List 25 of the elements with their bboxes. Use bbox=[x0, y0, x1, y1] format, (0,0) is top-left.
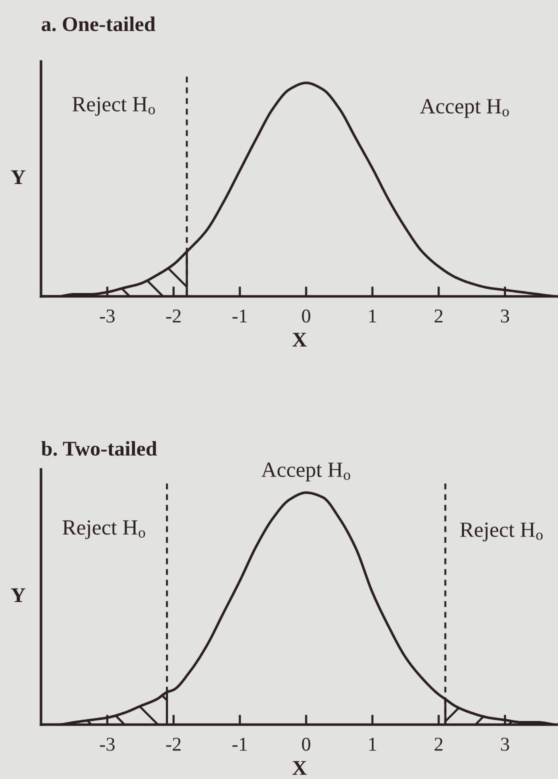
x-tick-label: -3 bbox=[100, 310, 115, 323]
x-tick-label: -3 bbox=[100, 738, 115, 751]
x-tick-label: 0 bbox=[302, 738, 310, 751]
x-tick-label: 0 bbox=[302, 309, 310, 323]
annotation: Reject H$_{o}$ bbox=[62, 520, 146, 540]
x-tick-label: 2 bbox=[434, 310, 442, 322]
x-tick-label: -2 bbox=[166, 310, 181, 322]
x-tick-label: 1 bbox=[369, 310, 376, 322]
x-tick-label: 1 bbox=[369, 738, 376, 751]
y-axis-title: Y bbox=[11, 170, 26, 184]
x-tick-label: -1 bbox=[232, 310, 247, 322]
x-tick-label: -1 bbox=[232, 738, 247, 751]
x-axis-title: X bbox=[292, 761, 307, 775]
x-tick-label: 3 bbox=[501, 310, 510, 323]
x-axis-title: X bbox=[292, 332, 307, 347]
annotation: Accept H$_{o}$ bbox=[420, 99, 509, 118]
annotation: Reject H$_{o}$ bbox=[460, 522, 543, 542]
y-axis-title: Y bbox=[11, 588, 26, 602]
x-tick-label: 2 bbox=[434, 738, 442, 751]
text: Accept H$_{o}$ bbox=[261, 462, 350, 482]
x-tick-label: 3 bbox=[501, 738, 510, 751]
x-tick-label: -2 bbox=[166, 738, 181, 751]
annotation: Reject H$_{o}$ bbox=[72, 97, 155, 116]
chart-title: a. One-tailed bbox=[42, 16, 156, 32]
chart-title: b. Two-tailed bbox=[41, 441, 157, 456]
